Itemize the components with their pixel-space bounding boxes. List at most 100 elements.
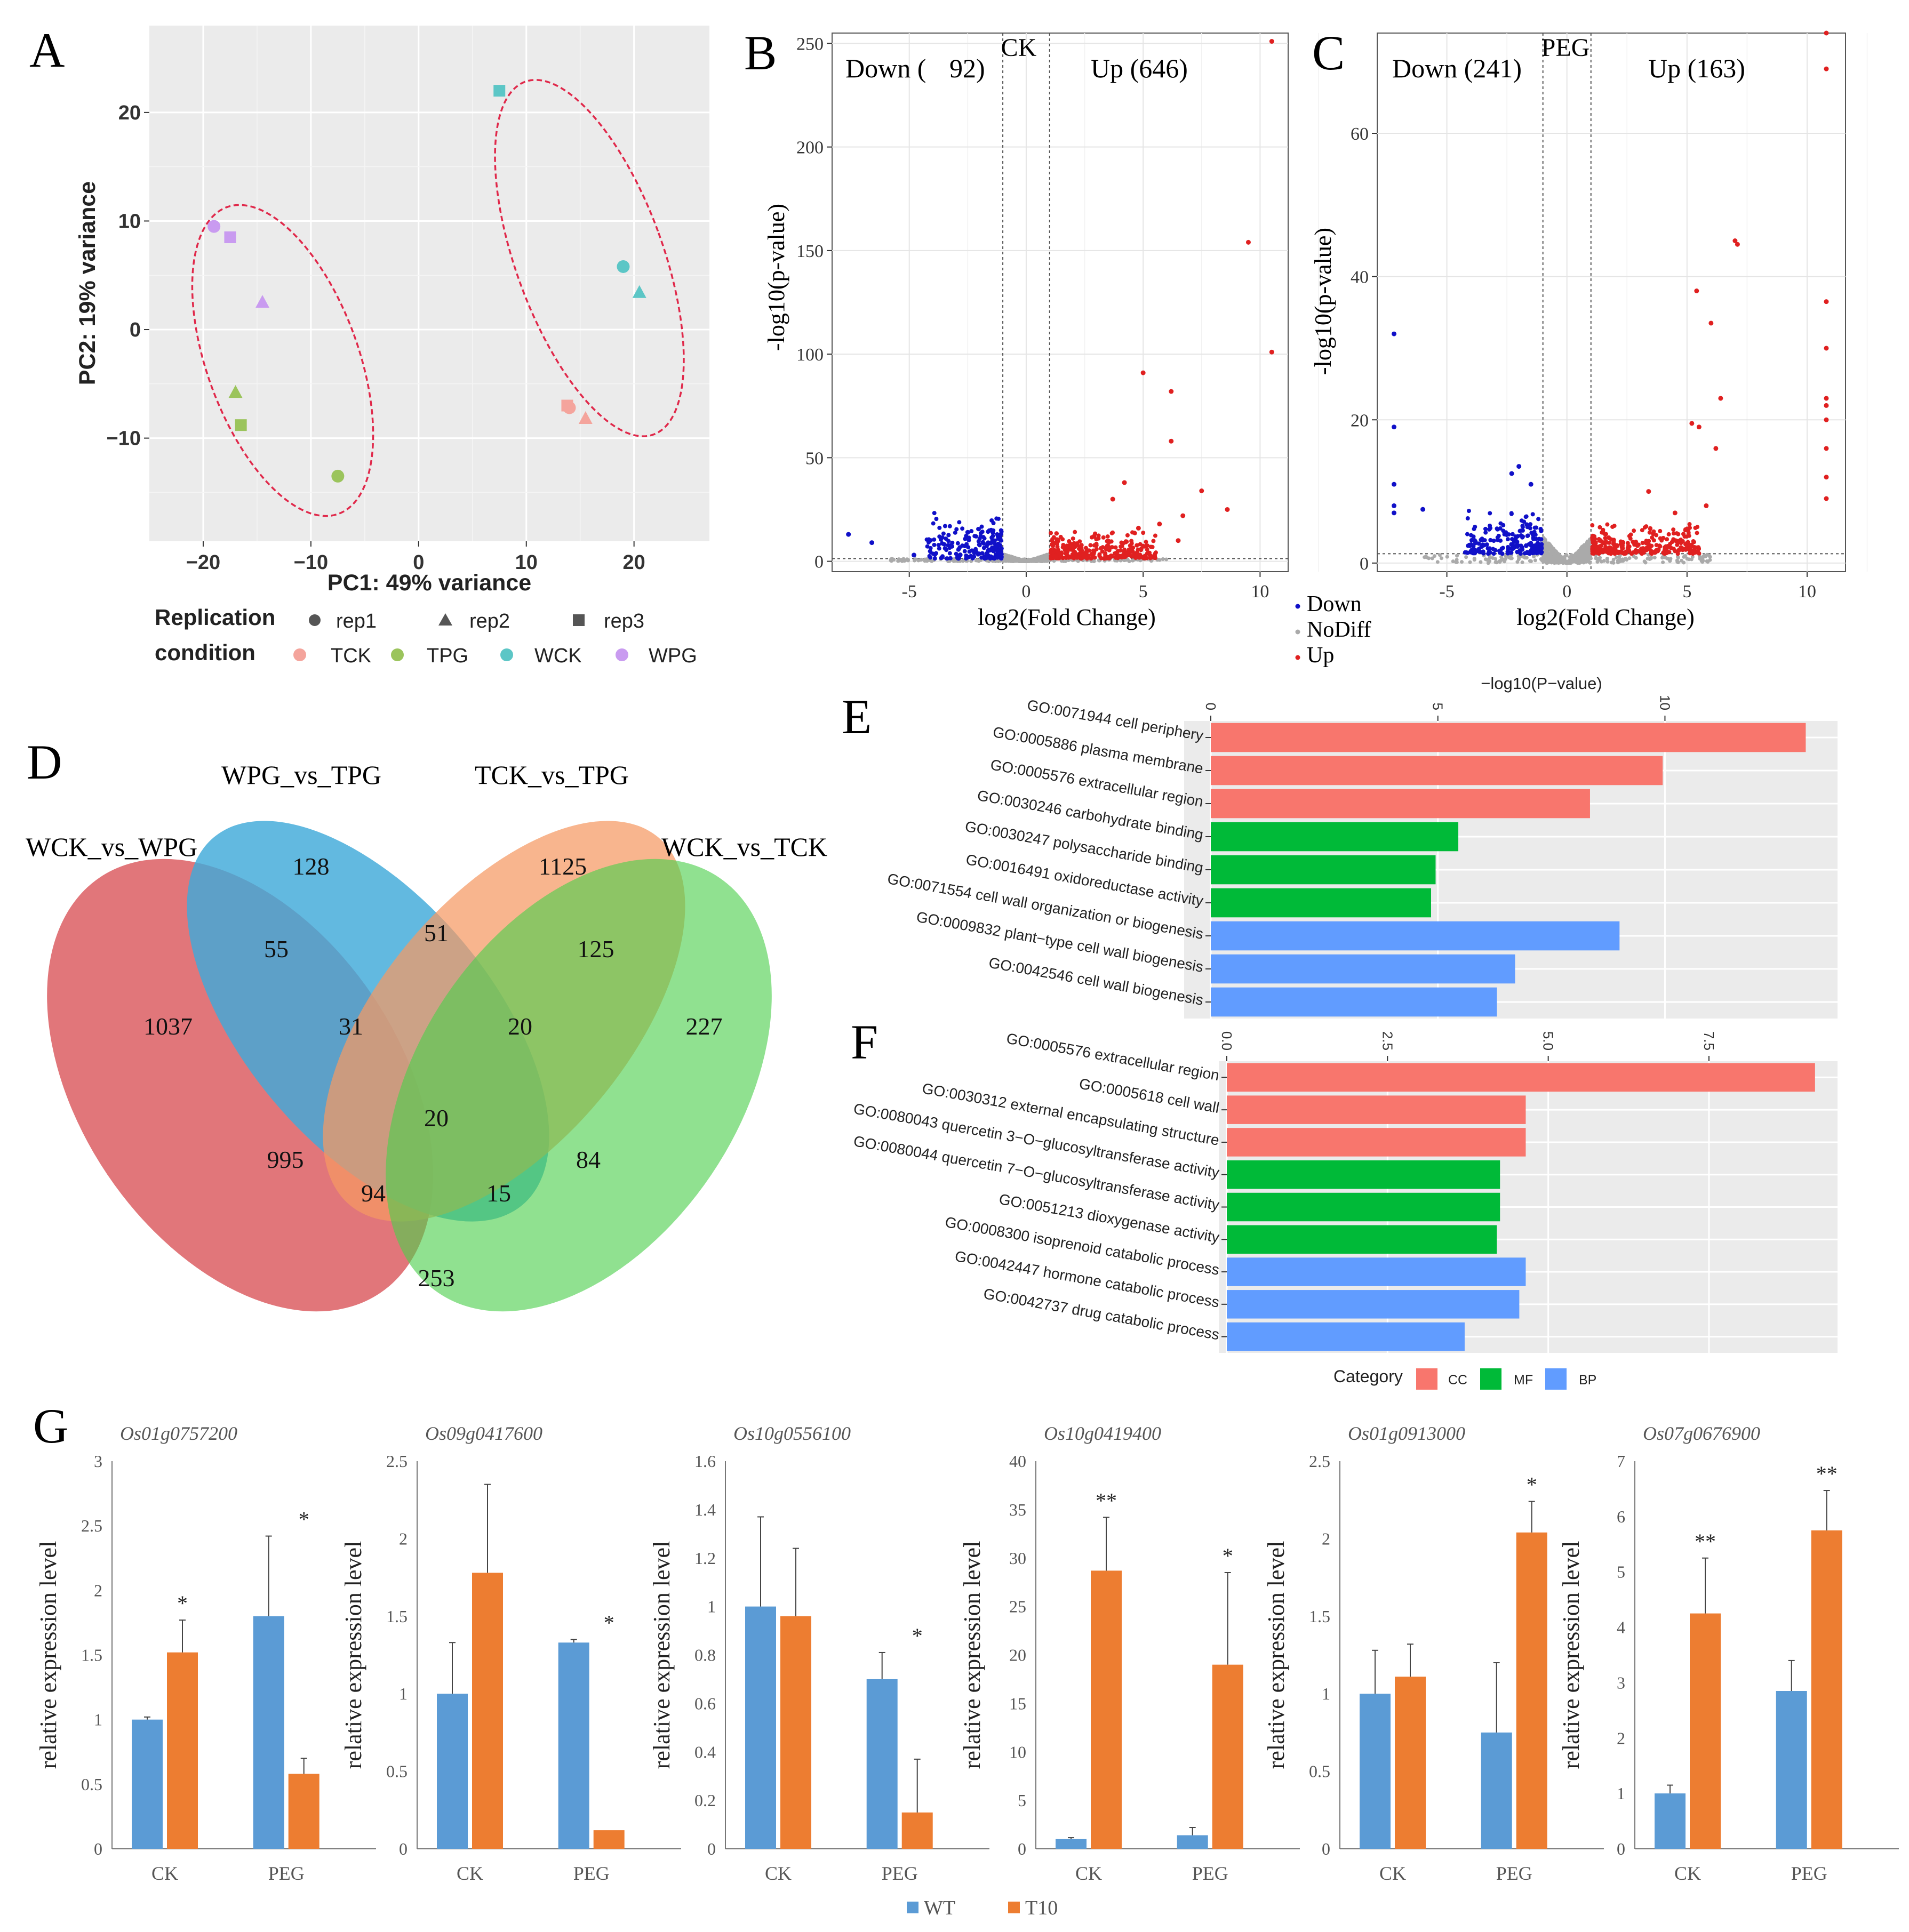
volcano-ck-up-point <box>1169 389 1174 394</box>
volcano-ck-xtick-label: 0 <box>1021 582 1031 602</box>
qpcr-ytick-label: 1 <box>399 1684 408 1703</box>
volcano-peg-nodiff-point <box>1455 554 1459 558</box>
volcano-ck-down-point <box>973 547 978 551</box>
volcano-peg-up-point <box>1640 528 1644 533</box>
volcano-peg-up-point <box>1605 522 1610 527</box>
volcano-peg-up-point <box>1590 523 1595 527</box>
volcano-peg-nodiff-point <box>1602 559 1606 563</box>
volcano-ck-up-point <box>1049 542 1054 547</box>
volcano-peg-down-point <box>1392 503 1397 508</box>
qpcr-bar-t10 <box>472 1573 503 1849</box>
volcano-peg-nodiff-point <box>1555 557 1559 562</box>
pca-xtick-label: −20 <box>186 551 220 574</box>
volcano-peg-up-point <box>1644 545 1649 550</box>
volcano-peg-nodiff-point <box>1707 554 1712 558</box>
volcano-ck-up-point <box>1083 546 1088 550</box>
volcano-ck-up-label: Up (646) <box>1091 53 1188 83</box>
volcano-peg-nodiff-point <box>1690 555 1695 559</box>
volcano-peg-down-point <box>1500 551 1505 556</box>
volcano-peg-down-point <box>1420 507 1426 512</box>
qpcr-bar-wt <box>1056 1839 1087 1849</box>
volcano-peg-down-point <box>1471 534 1476 539</box>
volcano-ck-up-point <box>1269 349 1274 355</box>
volcano-peg-down-point <box>1471 551 1475 556</box>
qpcr-category-label: PEG <box>1791 1863 1827 1884</box>
volcano-peg-up-point <box>1603 539 1608 544</box>
volcano-peg-down-point <box>1500 546 1505 550</box>
qpcr-ytick-label: 20 <box>1009 1646 1026 1665</box>
qpcr-bar-t10 <box>1091 1570 1122 1849</box>
volcano-ck-down-point <box>992 555 997 560</box>
volcano-peg-up-point <box>1682 534 1687 539</box>
volcano-ck-xlabel: log2(Fold Change) <box>978 604 1156 630</box>
volcano-ck-down-point <box>954 551 959 556</box>
qpcr-ytick-label: 1.5 <box>81 1646 102 1665</box>
volcano-peg-up-point <box>1673 539 1678 543</box>
volcano-ck-down-point <box>964 553 969 558</box>
qpcr-ytick-label: 2.5 <box>81 1516 102 1535</box>
volcano-peg-nodiff-point <box>1468 560 1472 564</box>
volcano-peg-nodiff-point <box>1586 552 1591 557</box>
volcano-ck-nodiff-point <box>906 558 910 563</box>
volcano-peg-down-point <box>1509 511 1514 516</box>
volcano-peg-nodiff-point <box>1532 555 1536 559</box>
volcano-peg-up-point <box>1735 242 1740 247</box>
volcano-ck-down-point <box>999 546 1004 551</box>
pca-ellipse-pg <box>191 204 374 517</box>
volcano-peg-up-point <box>1687 550 1692 555</box>
volcano-peg-down-point <box>1511 543 1515 548</box>
qpcr-bar-wt <box>866 1679 898 1849</box>
volcano-ck-down-point <box>957 520 962 525</box>
volcano-peg-nodiff-point <box>1568 561 1572 565</box>
volcano-peg-down-point <box>1520 524 1525 528</box>
panel-g: G Os01g0757200 0 0.5 1 1.5 2 2.5 3 relative expr… <box>33 1399 1899 1919</box>
volcano-ck-nodiff-point <box>1122 558 1127 563</box>
volcano-ck-nodiff-point <box>1003 558 1008 563</box>
pca-ytick-label: 0 <box>130 319 141 341</box>
volcano-peg-up-point <box>1691 540 1696 544</box>
volcano-peg-down-point <box>1515 534 1520 539</box>
volcano-peg-down-point <box>1508 550 1513 555</box>
volcano-peg-nodiff-point <box>1666 557 1670 561</box>
volcano-ck-ylabel: -log10(p-value) <box>763 204 789 351</box>
go-f-bar-cc <box>1227 1128 1526 1157</box>
qpcr-ytick-label: 2.5 <box>1309 1452 1330 1471</box>
volcano-peg-down-point <box>1392 482 1397 487</box>
volcano-peg-up-point <box>1592 534 1597 539</box>
volcano-peg-down-point <box>1539 551 1544 556</box>
volcano-peg-nodiff-point <box>1558 557 1562 562</box>
volcano-ck-xtick-label: 5 <box>1139 582 1148 602</box>
legend-wpg-label: WPG <box>649 645 697 667</box>
volcano-peg-up-point <box>1593 542 1598 547</box>
qpcr-ytick-label: 0.5 <box>386 1762 408 1781</box>
qpcr-ytick-label: 5 <box>1018 1791 1026 1810</box>
pca-point-tck-rep3 <box>561 399 573 412</box>
qpcr-ytick-label: 2.5 <box>386 1452 408 1471</box>
volcano-peg-up-point <box>1666 532 1671 536</box>
pca-legend-replication-title: Replication <box>155 605 275 630</box>
go-f-legend-title: Category <box>1333 1367 1403 1386</box>
panel-c-letter: C <box>1312 26 1345 80</box>
volcano-ck-up-point <box>1176 538 1181 543</box>
volcano-peg-nodiff-point <box>1544 555 1548 559</box>
qpcr-category-label: CK <box>1379 1863 1406 1884</box>
volcano-legend-up-marker <box>1295 655 1300 660</box>
volcano-peg-down-point <box>1505 537 1510 542</box>
volcano-ck-up-point <box>1056 551 1061 556</box>
venn-count-wpg-vs-tpg-only: 128 <box>293 853 330 880</box>
venn-count-three-way-a: 31 <box>339 1013 363 1040</box>
volcano-peg-nodiff-point <box>1643 560 1648 565</box>
volcano-ck-nodiff-point <box>899 558 904 562</box>
volcano-ck-up-point <box>1129 549 1133 554</box>
volcano-peg-down-point <box>1475 549 1480 554</box>
volcano-peg-down-point <box>1469 538 1474 543</box>
volcano-peg-nodiff-point <box>1455 560 1459 564</box>
volcano-peg-xtick-label: 10 <box>1798 582 1816 602</box>
volcano-ck-up-point <box>1269 39 1274 44</box>
pca-ytick-label: 20 <box>118 102 141 124</box>
volcano-peg-up-point <box>1650 535 1655 540</box>
pca-point-wpg-rep3 <box>224 231 236 243</box>
volcano-ck-up-point <box>1103 556 1108 561</box>
volcano-peg-down-point <box>1488 550 1492 555</box>
volcano-ck-ytick-label: 0 <box>814 552 824 572</box>
